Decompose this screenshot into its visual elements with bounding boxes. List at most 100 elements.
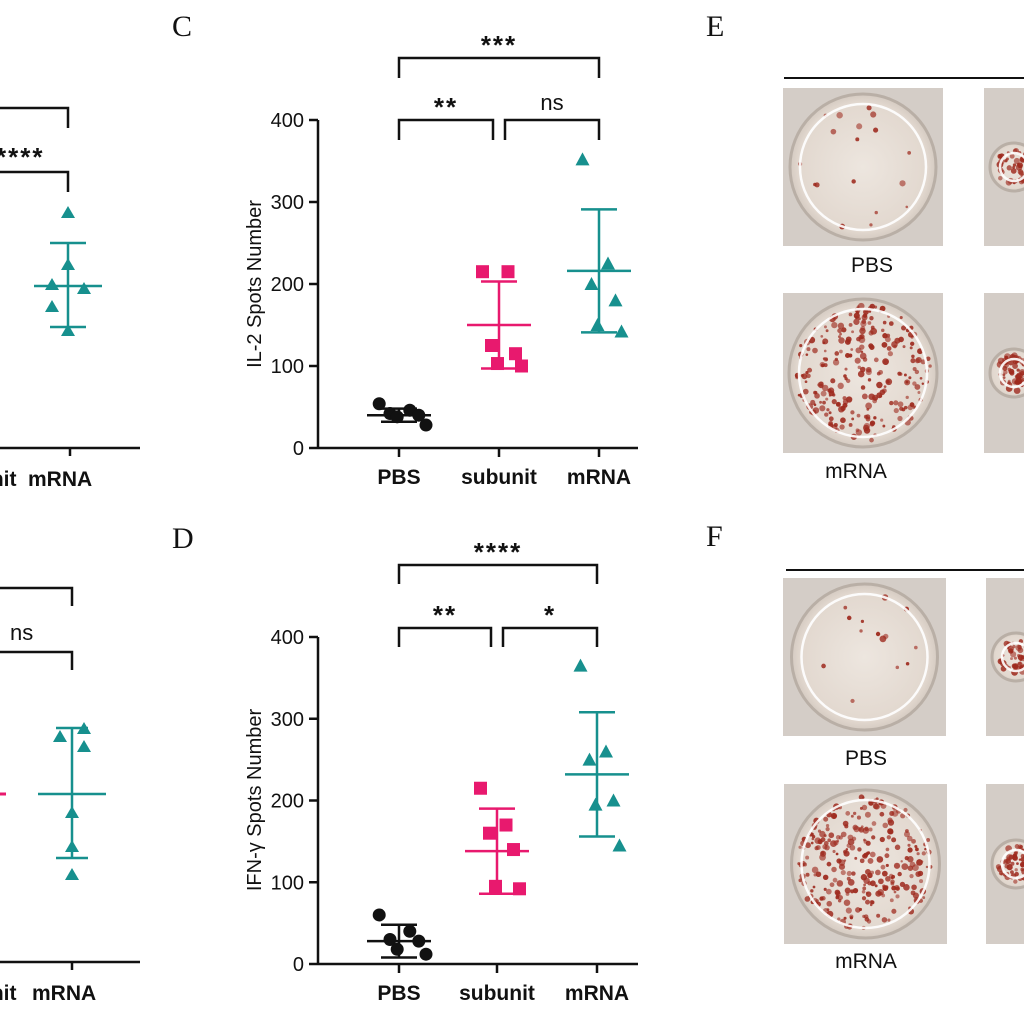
spot xyxy=(1020,854,1024,859)
spot xyxy=(1013,157,1020,165)
spot xyxy=(880,802,887,809)
spot xyxy=(907,843,911,847)
spot xyxy=(903,831,910,838)
spot xyxy=(887,918,891,922)
well-ring xyxy=(998,151,1024,183)
spot xyxy=(805,371,809,375)
spot xyxy=(828,416,834,422)
spot xyxy=(833,422,838,428)
significance-bracket xyxy=(0,106,70,128)
spot xyxy=(882,320,887,325)
data-point xyxy=(614,324,629,338)
spot xyxy=(802,862,807,867)
spot xyxy=(874,210,878,215)
y-axis-label: IFN-γ Spots Number xyxy=(244,709,266,892)
spot xyxy=(876,381,883,389)
spot xyxy=(825,827,830,832)
spot xyxy=(807,367,813,373)
spot xyxy=(835,890,841,897)
spot xyxy=(861,896,867,901)
data-point xyxy=(77,722,91,734)
data-point xyxy=(412,408,426,422)
data-point xyxy=(390,410,404,424)
data-point xyxy=(403,924,417,938)
data-point xyxy=(485,339,498,352)
well-ring xyxy=(1000,641,1024,673)
spot xyxy=(866,105,872,111)
spot xyxy=(817,381,824,388)
data-point xyxy=(501,265,515,279)
spot xyxy=(865,840,871,846)
spot xyxy=(870,111,877,118)
y-tick-label: 400 xyxy=(271,110,304,132)
spot xyxy=(823,363,828,368)
spot xyxy=(866,408,870,411)
spot xyxy=(875,631,881,637)
data-point xyxy=(45,300,59,312)
spot xyxy=(821,384,829,392)
data-point xyxy=(507,843,520,857)
spot xyxy=(823,834,827,838)
spot xyxy=(869,900,874,905)
x-axis: PBS subunit mRNA xyxy=(318,962,638,1005)
spot xyxy=(861,393,868,400)
spot xyxy=(831,321,838,329)
spot xyxy=(1019,156,1024,163)
data-point xyxy=(584,277,599,290)
spot xyxy=(829,882,835,888)
spot xyxy=(837,322,845,330)
data-point xyxy=(582,752,597,766)
spot xyxy=(903,405,908,410)
spot xyxy=(855,907,861,913)
spot xyxy=(836,839,840,843)
spot xyxy=(893,400,899,406)
category-label-subunit: subunit xyxy=(459,982,535,1005)
spot xyxy=(824,412,829,417)
spot xyxy=(919,879,924,884)
spot xyxy=(869,851,876,858)
y-tick-label: 200 xyxy=(271,274,304,296)
spot xyxy=(814,846,819,851)
spot xyxy=(858,794,865,800)
spot xyxy=(842,396,847,401)
data-point xyxy=(372,908,386,922)
spot xyxy=(881,917,888,923)
spot xyxy=(886,835,891,840)
significance-label: **** xyxy=(474,537,522,567)
data-point xyxy=(499,818,513,832)
spot xyxy=(831,866,837,873)
well-image xyxy=(986,784,1024,944)
y-axis: 0 100 200 300 400 xyxy=(271,110,320,460)
spot xyxy=(905,380,909,384)
spot xyxy=(888,321,894,326)
spot xyxy=(820,363,825,368)
spot xyxy=(843,605,848,610)
spot xyxy=(835,401,841,407)
spot xyxy=(846,870,852,876)
data-point xyxy=(65,868,79,880)
spot xyxy=(1012,853,1017,858)
spot xyxy=(917,391,921,394)
spot xyxy=(1012,363,1018,369)
spot xyxy=(864,811,871,818)
significance-bracket xyxy=(0,170,70,192)
spot xyxy=(903,373,907,377)
spot xyxy=(900,813,906,819)
spot xyxy=(899,180,906,187)
category-label-unit: unit xyxy=(0,982,16,1005)
spot xyxy=(832,393,836,397)
spot xyxy=(889,898,894,903)
well-ring xyxy=(1000,848,1024,880)
spot xyxy=(838,337,845,344)
spot xyxy=(867,872,873,879)
spot xyxy=(825,329,829,333)
spot xyxy=(907,847,913,853)
category-label-mrna: mRNA xyxy=(565,982,629,1005)
spot xyxy=(819,405,826,412)
data-points xyxy=(45,206,91,336)
spot xyxy=(1021,655,1024,660)
spot xyxy=(827,838,832,843)
spot xyxy=(831,399,837,405)
well-ring xyxy=(797,307,929,439)
significance-bracket xyxy=(0,586,74,606)
